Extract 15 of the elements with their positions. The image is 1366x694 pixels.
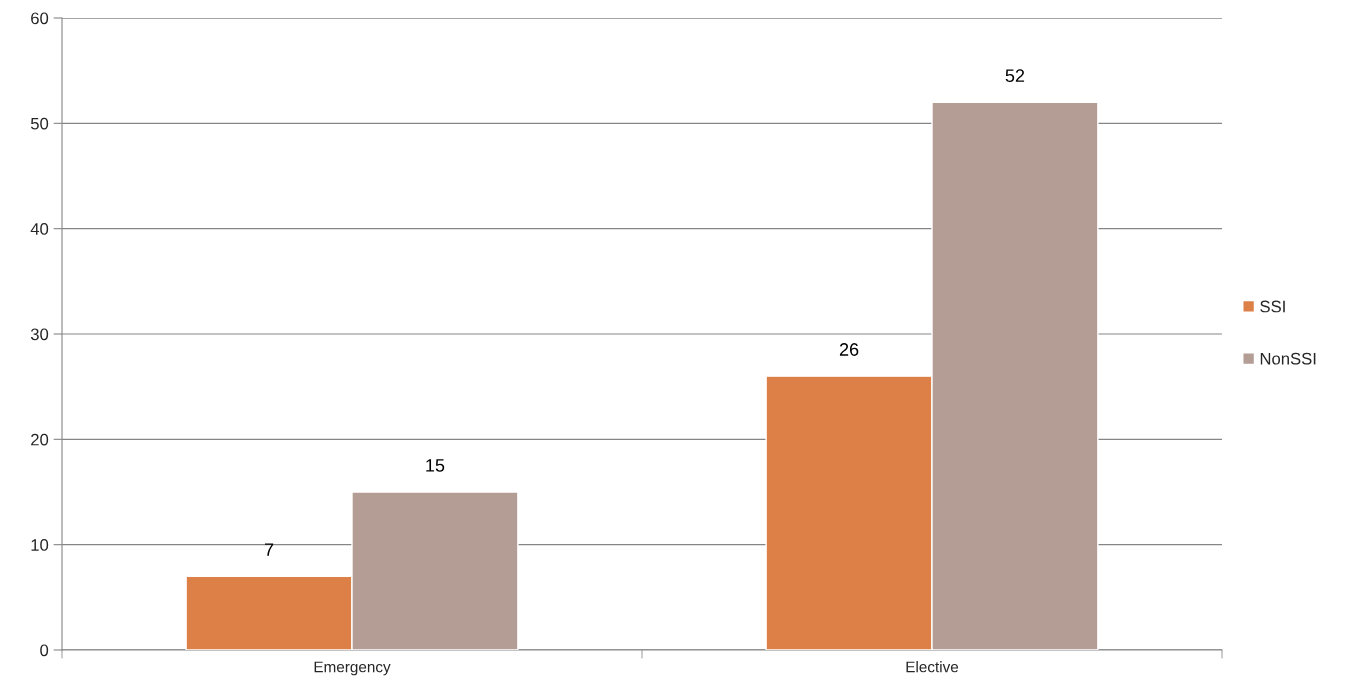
y-tick-label: 30 xyxy=(30,328,49,341)
legend-label: NonSSI xyxy=(1260,352,1316,365)
y-tick-label: 20 xyxy=(31,433,49,446)
data-label: 26 xyxy=(839,343,859,356)
x-tick-label: Emergency xyxy=(314,661,391,676)
y-tick-label: 10 xyxy=(31,539,49,551)
y-tick-label: 40 xyxy=(30,223,49,235)
data-label: 52 xyxy=(1005,69,1025,83)
data-label: 15 xyxy=(426,459,445,472)
data-label: 7 xyxy=(264,543,274,556)
x-tick-label: Elective xyxy=(906,661,959,673)
legend-label: SSI xyxy=(1260,300,1285,313)
y-tick-label: 0 xyxy=(40,644,49,657)
y-tick-label: 60 xyxy=(31,12,49,25)
y-tick-label: 50 xyxy=(30,117,49,130)
